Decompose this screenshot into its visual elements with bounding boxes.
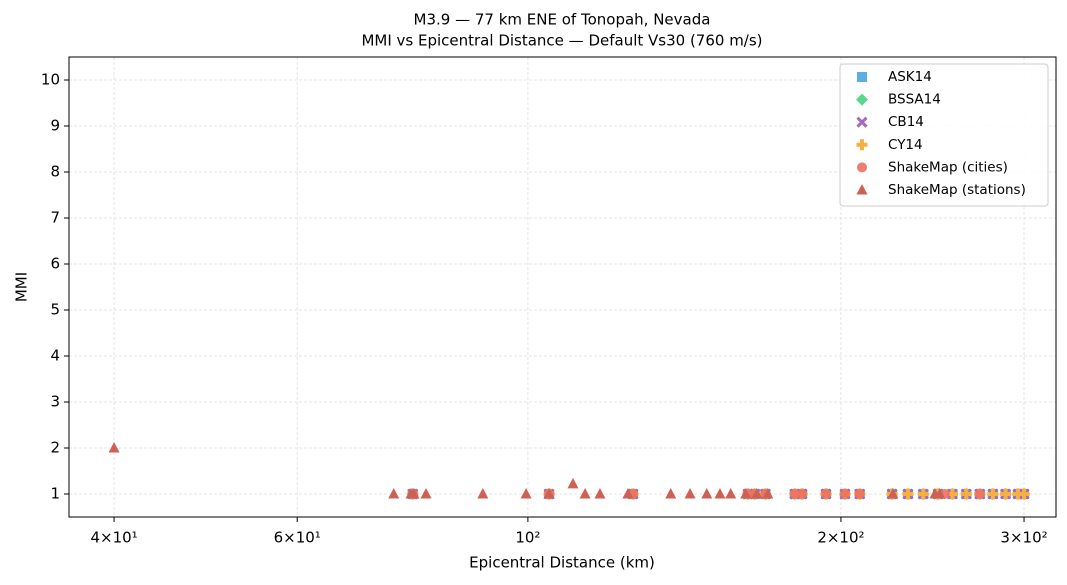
y-tick-label: 8	[50, 163, 60, 181]
y-tick-label: 1	[50, 485, 60, 503]
data-point	[684, 488, 696, 499]
data-point	[388, 488, 400, 499]
data-point	[408, 488, 420, 499]
y-tick-label: 3	[50, 393, 60, 411]
legend-label: BSSA14	[888, 92, 941, 108]
data-point	[751, 488, 763, 499]
legend-label: CY14	[888, 137, 923, 153]
data-point	[477, 488, 489, 499]
data-point	[567, 477, 579, 489]
data-point	[594, 488, 606, 499]
legend-marker	[857, 72, 867, 82]
data-point	[701, 488, 713, 499]
y-tick-label: 6	[50, 255, 60, 273]
y-axis-label: MMI	[13, 272, 31, 302]
data-point	[725, 488, 737, 499]
data-point	[1012, 488, 1024, 500]
legend-marker	[856, 116, 868, 128]
legend-box	[839, 63, 1049, 207]
data-point	[420, 488, 432, 499]
y-tick-label: 4	[50, 347, 60, 365]
data-point	[789, 489, 800, 499]
data-point	[1018, 488, 1030, 500]
data-point	[1000, 488, 1012, 500]
legend-marker	[856, 184, 868, 195]
data-point	[543, 488, 555, 499]
data-point	[987, 488, 999, 500]
data-point	[821, 489, 832, 499]
data-point	[579, 488, 591, 499]
y-tick-label: 9	[50, 117, 60, 135]
data-point	[917, 488, 929, 500]
x-tick-label: 3×10²	[1000, 529, 1047, 547]
data-point	[934, 488, 946, 499]
data-point	[714, 488, 726, 499]
data-point	[974, 489, 985, 499]
y-tick-label: 10	[41, 71, 60, 89]
y-tick-label: 5	[50, 301, 60, 319]
data-point	[946, 488, 958, 500]
legend-label: CB14	[888, 114, 924, 130]
legend-marker	[857, 162, 867, 173]
legend-label: ShakeMap (cities)	[888, 159, 1008, 175]
x-axis-label: Epicentral Distance (km)	[469, 554, 655, 572]
data-point	[740, 488, 752, 499]
legend-marker	[856, 139, 868, 151]
legend-marker	[856, 93, 868, 106]
chart-subtitle: MMI vs Epicentral Distance — Default Vs3…	[361, 32, 762, 50]
legend: ASK14 BSSA14 CB14 CY14 ShakeMap (cities) Shak…	[839, 63, 1049, 207]
chart-title: M3.9 — 77 km ENE of Tonopah, Nevada	[414, 11, 711, 29]
data-point	[797, 489, 808, 499]
x-tick-label: 4×10¹	[90, 529, 137, 547]
legend-label: ASK14	[888, 69, 932, 85]
plot-frame	[68, 56, 1057, 518]
x-tick-label: 10²	[515, 529, 540, 547]
x-tick-label: 2×10²	[817, 529, 864, 547]
data-point	[887, 488, 899, 499]
data-point	[520, 488, 532, 499]
data-point	[108, 442, 120, 453]
y-tick-label: 2	[50, 439, 60, 457]
data-point	[665, 488, 677, 499]
y-tick-label: 7	[50, 209, 60, 227]
data-point	[854, 489, 865, 499]
data-point	[622, 488, 634, 499]
data-point	[839, 489, 850, 499]
data-point	[960, 488, 972, 500]
x-tick-label: 6×10¹	[274, 529, 321, 547]
data-point	[762, 488, 774, 499]
data-point	[902, 488, 914, 500]
legend-label: ShakeMap (stations)	[888, 182, 1026, 198]
